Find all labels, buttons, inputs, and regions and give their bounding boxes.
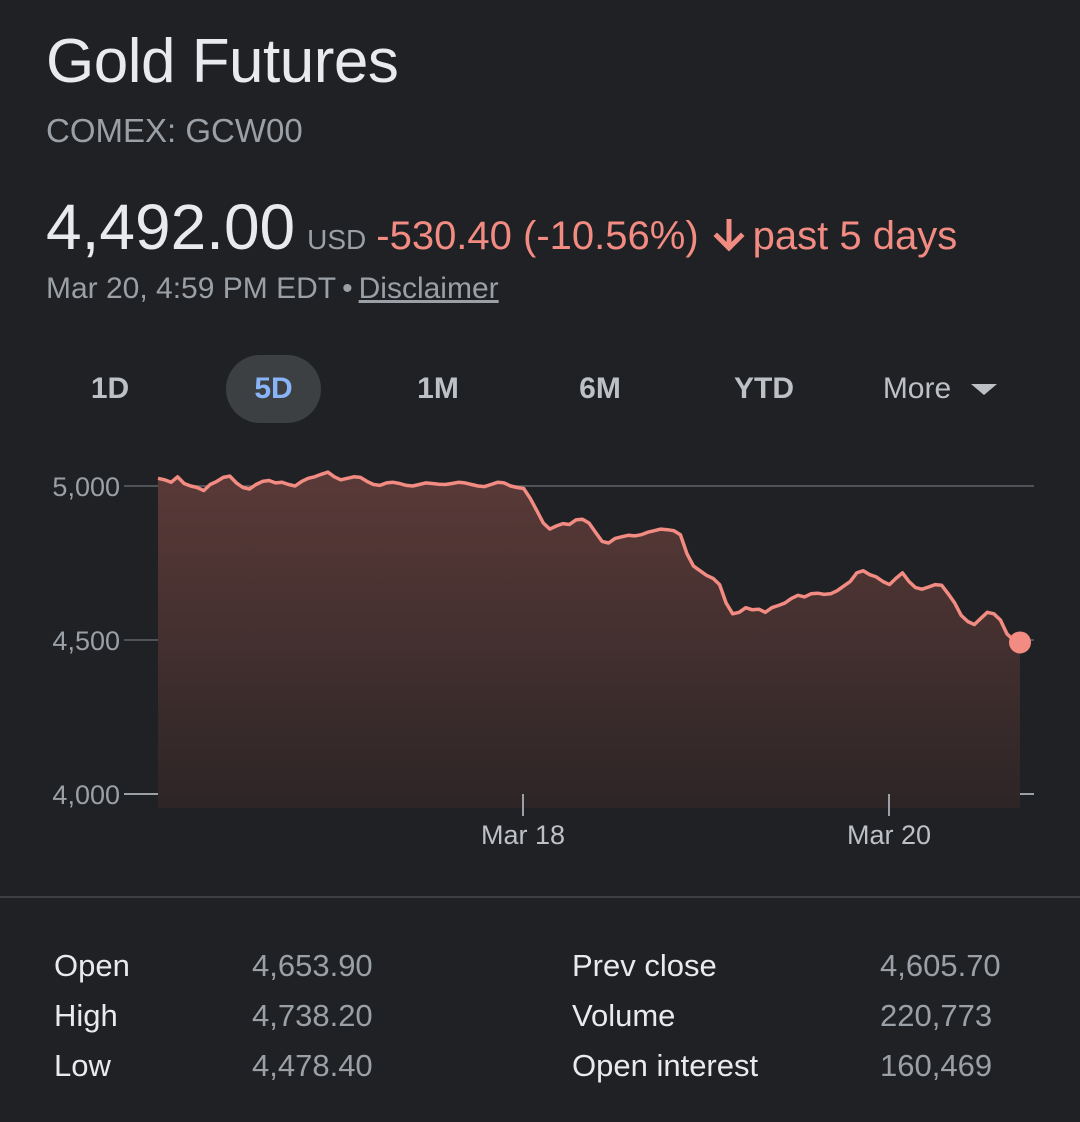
y-tick-label: 4,000 — [52, 780, 120, 810]
stat-value-high: 4,738.20 — [252, 998, 373, 1033]
stat-label-volume: Volume — [572, 998, 676, 1033]
stat-row: High 4,738.20 Volume 220,773 — [0, 998, 1080, 1048]
y-tick-label: 5,000 — [52, 472, 120, 502]
stat-value-open-interest: 160,469 — [880, 1048, 993, 1083]
stat-value-low: 4,478.40 — [252, 1048, 373, 1083]
price-chart-svg: 5,000 4,500 4,000 Mar 18 Mar 20 — [52, 470, 1034, 850]
tab-6m[interactable]: 6M — [579, 372, 621, 405]
section-divider — [0, 896, 1080, 898]
price-row: 4,492.00 USD -530.40 (-10.56%) past 5 da… — [46, 190, 957, 264]
price-chart[interactable]: 5,000 4,500 4,000 Mar 18 Mar 20 — [0, 440, 1080, 885]
tab-ytd[interactable]: YTD — [734, 372, 794, 405]
price-change: -530.40 (-10.56%) — [376, 214, 699, 258]
y-tick-label: 4,500 — [52, 626, 120, 656]
stat-value-volume: 220,773 — [880, 998, 993, 1033]
change-period: past 5 days — [752, 214, 958, 258]
currency-label: USD — [307, 224, 367, 255]
price-area — [158, 472, 1020, 808]
more-label: More — [882, 372, 952, 405]
tab-1d[interactable]: 1D — [90, 372, 130, 405]
stat-label-low: Low — [54, 1048, 111, 1083]
stat-label-open: Open — [54, 948, 130, 983]
stat-row: Open 4,653.90 Prev close 4,605.70 — [0, 948, 1080, 998]
price-line — [157, 470, 1021, 645]
tab-5d[interactable]: 5D — [226, 355, 321, 423]
quote-timestamp-row: Mar 20, 4:59 PM EDT • Disclaimer — [46, 272, 499, 306]
x-tick-label: Mar 18 — [481, 820, 565, 850]
latest-price-dot — [1009, 631, 1031, 654]
arrow-down-icon — [713, 218, 745, 253]
exchange-ticker: COMEX: GCW00 — [46, 112, 303, 149]
stat-value-open: 4,653.90 — [252, 948, 373, 983]
separator: • — [342, 272, 353, 305]
stat-label-prev-close: Prev close — [572, 948, 717, 983]
current-price: 4,492.00 — [46, 191, 296, 263]
range-tabs: 1D 5D 1M 6M YTD More — [0, 355, 1080, 425]
x-tick-label: Mar 20 — [847, 820, 931, 850]
caret-down-icon — [971, 383, 998, 395]
quote-title: Gold Futures — [46, 27, 399, 96]
tab-1m[interactable]: 1M — [417, 372, 459, 405]
stat-label-high: High — [54, 998, 118, 1033]
quote-timestamp: Mar 20, 4:59 PM EDT — [46, 272, 337, 305]
stat-row: Low 4,478.40 Open interest 160,469 — [0, 1048, 1080, 1098]
more-ranges-button[interactable]: More — [860, 355, 1020, 423]
stat-value-prev-close: 4,605.70 — [880, 948, 1001, 983]
stat-label-open-interest: Open interest — [572, 1048, 759, 1083]
disclaimer-link[interactable]: Disclaimer — [358, 272, 499, 305]
